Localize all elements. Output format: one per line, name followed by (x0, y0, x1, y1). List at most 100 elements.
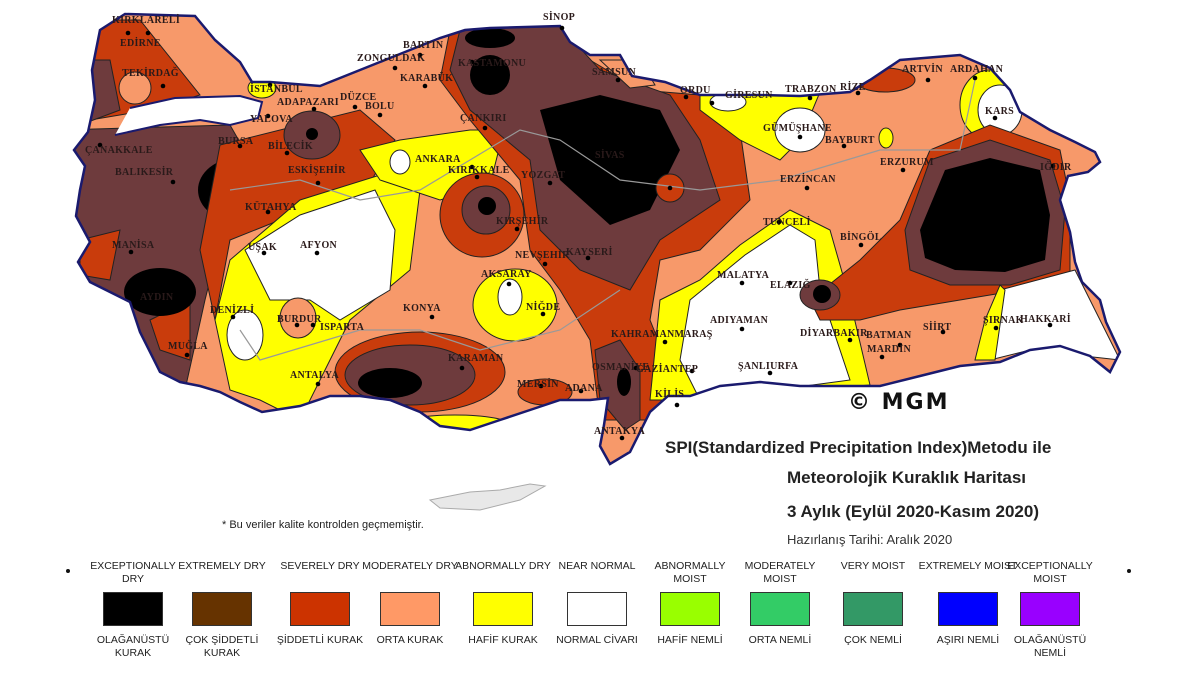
city-marker (284, 150, 290, 156)
city-marker (619, 435, 625, 441)
city-marker (125, 30, 131, 36)
legend-label-tr: HAFİF KURAK (468, 634, 538, 646)
city-label: ADANA (565, 383, 603, 394)
city-label: SİİRT (923, 321, 951, 333)
city-label: BATMAN (866, 330, 912, 341)
city-marker (230, 314, 236, 320)
legend-item: EXCEPTIONALLY DRY OLAĞANÜSTÜ KURAK (83, 560, 183, 660)
city-marker (352, 104, 358, 110)
city-label: ORDU (680, 85, 711, 96)
city-marker (739, 280, 745, 286)
city-marker (237, 143, 243, 149)
legend-label-tr: HAFİF NEMLİ (657, 634, 723, 646)
legend-item: NEAR NORMAL NORMAL CİVARI (547, 560, 647, 647)
legend-swatch (192, 592, 252, 626)
mgm-copyright: © MGM (848, 390, 950, 415)
city-label: KAYSERİ (566, 246, 613, 258)
city-marker (841, 143, 847, 149)
city-label: EDİRNE (120, 37, 161, 49)
city-marker (709, 100, 715, 106)
city-label: MERSİN (517, 378, 559, 390)
city-marker (807, 95, 813, 101)
city-label: ÇANAKKALE (85, 145, 153, 156)
city-label: ELAZIĞ (770, 278, 811, 291)
city-label: KIRKLARELİ (112, 14, 180, 26)
legend-label-tr: ŞİDDETLİ KURAK (276, 634, 364, 646)
city-marker (767, 370, 773, 376)
city-marker (265, 209, 271, 215)
legend-bullet (1127, 569, 1131, 573)
city-label: KARABÜK (400, 71, 453, 84)
legend-item: VERY MOIST ÇOK NEMLİ (823, 560, 923, 647)
legend-item: EXTREMELY DRY ÇOK ŞİDDETLİ KURAK (172, 560, 272, 660)
map-title-line3: 3 Aylık (Eylül 2020-Kasım 2020) (787, 502, 1039, 521)
city-marker (145, 30, 151, 36)
legend-swatch (290, 592, 350, 626)
city-marker (315, 381, 321, 387)
city-marker (469, 59, 475, 65)
city-marker (578, 388, 584, 394)
city-marker (469, 164, 475, 170)
city-marker (170, 179, 176, 185)
legend-label-en: MODERATELY DRY (362, 560, 458, 572)
city-label: BİLECİK (268, 140, 313, 152)
city-marker (797, 134, 803, 140)
city-marker (633, 365, 639, 371)
city-label: ISPARTA (320, 322, 365, 333)
city-label: ÇANKIRI (460, 113, 507, 124)
city-label: ESKİŞEHİR (288, 164, 346, 176)
legend-item: ABNORMALLY DRY HAFİF KURAK (453, 560, 553, 647)
legend-swatch (473, 592, 533, 626)
map-title-line2: Meteorolojik Kuraklık Haritası (787, 468, 1027, 487)
city-label: ANTAKYA (594, 426, 645, 437)
city-label: OSMANİYE (592, 361, 649, 373)
city-label: GİRESUN (725, 89, 773, 101)
legend-label-en: EXTREMELY MOIST (918, 560, 1018, 572)
legend-label-en: EXCEPTIONALLY DRY (90, 560, 176, 585)
city-marker (1047, 322, 1053, 328)
legend-swatch (1020, 592, 1080, 626)
city-marker (542, 261, 548, 267)
city-marker (160, 83, 166, 89)
city-label: HAKKARİ (1020, 313, 1071, 325)
city-label: BURSA (218, 136, 254, 147)
city-label: UŞAK (248, 242, 277, 253)
legend-bullet (66, 569, 70, 573)
city-marker (506, 281, 512, 287)
legend-item: EXTREMELY MOIST AŞIRI NEMLİ (918, 560, 1018, 647)
legend-label-tr: ÇOK ŞİDDETLİ KURAK (185, 634, 259, 659)
legend-item: ABNORMALLY MOIST HAFİF NEMLİ (640, 560, 740, 647)
legend-swatch (750, 592, 810, 626)
map-title-line1: SPI(Standardized Precipitation Index)Met… (665, 438, 1052, 457)
city-marker (925, 77, 931, 83)
city-marker (294, 322, 300, 328)
legend-item: SEVERELY DRY ŞİDDETLİ KURAK (270, 560, 370, 647)
city-label: KİLİS (655, 388, 684, 400)
legend-label-en: ABNORMALLY DRY (455, 560, 551, 572)
city-marker (804, 185, 810, 191)
city-marker (1050, 163, 1056, 169)
legend-swatch (567, 592, 627, 626)
city-marker (667, 185, 673, 191)
legend-swatch (660, 592, 720, 626)
city-label: ANKARA (415, 154, 461, 165)
city-marker (787, 280, 793, 286)
city-marker (683, 94, 689, 100)
city-label: MUĞLA (168, 339, 208, 352)
legend-label-tr: ORTA NEMLİ (748, 634, 812, 646)
legend-label-tr: OLAĞANÜSTÜ NEMLİ (1013, 634, 1087, 659)
legend-label-tr: OLAĞANÜSTÜ KURAK (96, 634, 170, 659)
legend-label-en: NEAR NORMAL (558, 560, 636, 572)
city-marker (315, 180, 321, 186)
city-label: BİNGÖL (840, 230, 882, 243)
city-label: ERZURUM (880, 157, 934, 168)
city-marker (847, 337, 853, 343)
city-label: YALOVA (250, 114, 293, 125)
cyprus-shape (428, 483, 547, 511)
city-marker (474, 174, 480, 180)
city-marker (585, 255, 591, 261)
legend-label-tr: NORMAL CİVARI (556, 634, 638, 646)
city-label: MANİSA (112, 239, 155, 251)
city-marker (514, 226, 520, 232)
